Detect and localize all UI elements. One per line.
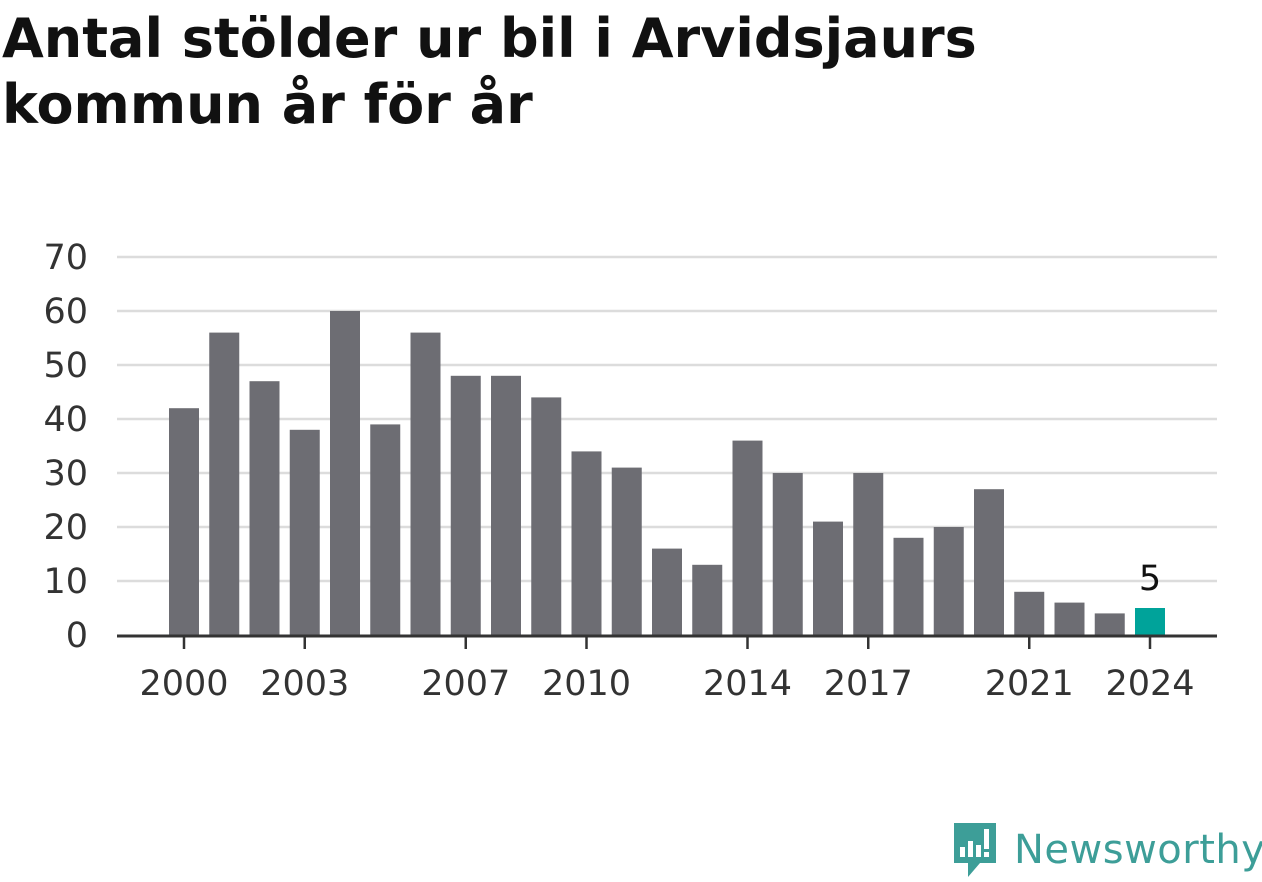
bar-2016 [813, 521, 843, 635]
bar-2009 [531, 397, 562, 635]
bar-2000 [169, 408, 199, 635]
bar-2002 [249, 381, 280, 635]
bar-2015 [772, 473, 803, 635]
x-tick-label: 2024 [1105, 664, 1194, 704]
x-tick-label: 2014 [703, 664, 792, 704]
bar-2022 [1054, 602, 1085, 635]
bar-2008 [491, 375, 521, 635]
y-tick-label: 40 [43, 400, 88, 440]
x-tick-label: 2003 [260, 664, 349, 704]
bar-2011 [611, 467, 642, 635]
bar-2006 [410, 332, 441, 635]
gridlines [117, 255, 1217, 583]
bar-2020 [974, 489, 1004, 635]
x-tick-label: 2010 [542, 664, 631, 704]
y-tick-label: 30 [43, 454, 88, 494]
x-tick-label: 2017 [824, 664, 913, 704]
bar-2005 [370, 424, 401, 635]
bar-2003 [289, 429, 320, 635]
bar-2023 [1094, 613, 1125, 635]
data-labels: 5 [1139, 559, 1161, 599]
brand-logo: Newsworthy [950, 818, 1262, 882]
bar-2013 [692, 564, 723, 635]
bar-2018 [893, 537, 924, 635]
x-axis-ticks: 2000 2003 2007 2010 2014 2017 2021 2024 [139, 636, 1195, 704]
x-tick-label: 2021 [985, 664, 1074, 704]
bar-2024 [1135, 608, 1165, 635]
bars [169, 311, 1165, 635]
x-tick-label: 2007 [421, 664, 510, 704]
y-tick-label: 50 [43, 346, 88, 386]
brand-name: Newsworthy [1014, 827, 1262, 873]
y-tick-label: 70 [43, 238, 88, 278]
y-tick-label: 10 [43, 562, 88, 602]
bar-2021 [1014, 591, 1045, 635]
y-tick-label: 60 [43, 292, 88, 332]
data-label-2024: 5 [1139, 559, 1161, 599]
y-tick-label: 0 [66, 616, 88, 656]
bar-2019 [933, 527, 964, 635]
bar-2004 [330, 311, 360, 635]
newsworthy-logo-icon [954, 823, 996, 877]
bar-2014 [732, 440, 763, 635]
bar-2012 [652, 548, 682, 635]
bar-2007 [450, 375, 481, 635]
y-tick-label: 20 [43, 508, 88, 548]
bar-2017 [853, 473, 884, 635]
y-axis-ticks: 0 10 20 30 40 50 60 70 [43, 238, 88, 656]
x-tick-label: 2000 [139, 664, 228, 704]
bar-2001 [209, 332, 240, 635]
chart-title: Antal stölder ur bil i Arvidsjaurs kommu… [2, 7, 977, 136]
bar-2010 [571, 451, 602, 635]
